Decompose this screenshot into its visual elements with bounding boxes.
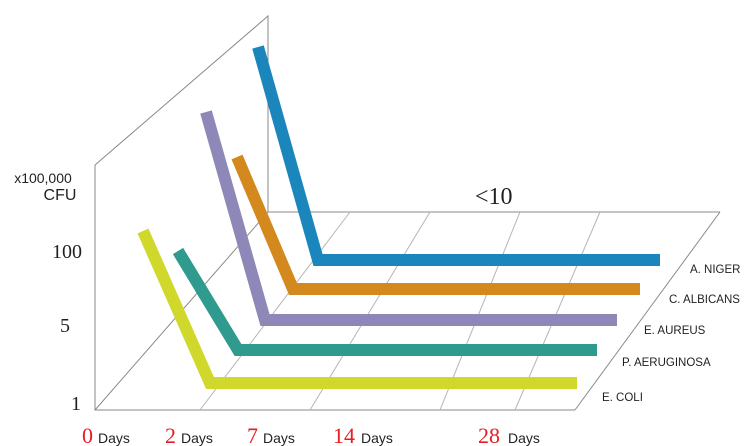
x-tick-unit-14: Days	[361, 430, 393, 446]
series-line-p-aeruginosa	[172, 247, 597, 356]
y-tick-1: 1	[71, 393, 81, 415]
y-axis-unit: CFU	[44, 187, 77, 204]
x-tick-num-28: 28	[478, 423, 500, 446]
series-label-c-albicans: C. ALBICANS	[669, 294, 740, 306]
series-label-e-aureus: E. AUREUS	[644, 325, 706, 337]
series-line-a-niger	[252, 45, 660, 266]
y-tick-5: 5	[60, 315, 70, 337]
floor-right-edge	[574, 211, 721, 411]
x-tick-unit-2: Days	[181, 430, 213, 446]
y-tick-100: 100	[52, 241, 82, 263]
x-tick-unit-0: Days	[98, 430, 130, 446]
x-tick-num-0: 0	[82, 423, 93, 446]
back-wall-edge	[94, 14, 269, 212]
series-layer	[137, 45, 660, 389]
series-label-p-aeruginosa: P. AERUGINOSA	[622, 357, 711, 369]
series-label-a-niger: A. NIGER	[690, 264, 740, 276]
x-tick-unit-7: Days	[263, 430, 295, 446]
x-tick-num-14: 14	[333, 423, 355, 446]
series-label-e-coli: E. COLI	[602, 392, 643, 404]
x-tick-num-2: 2	[165, 423, 176, 446]
annotation-less-than-10: <10	[475, 184, 513, 210]
y-axis-multiplier: x100,000	[14, 170, 72, 186]
x-tick-num-7: 7	[247, 423, 258, 446]
x-tick-unit-28: Days	[508, 430, 540, 446]
series-line-c-albicans	[231, 154, 640, 295]
series-line-e-coli	[137, 228, 577, 389]
series-line-e-aureus	[200, 110, 617, 326]
